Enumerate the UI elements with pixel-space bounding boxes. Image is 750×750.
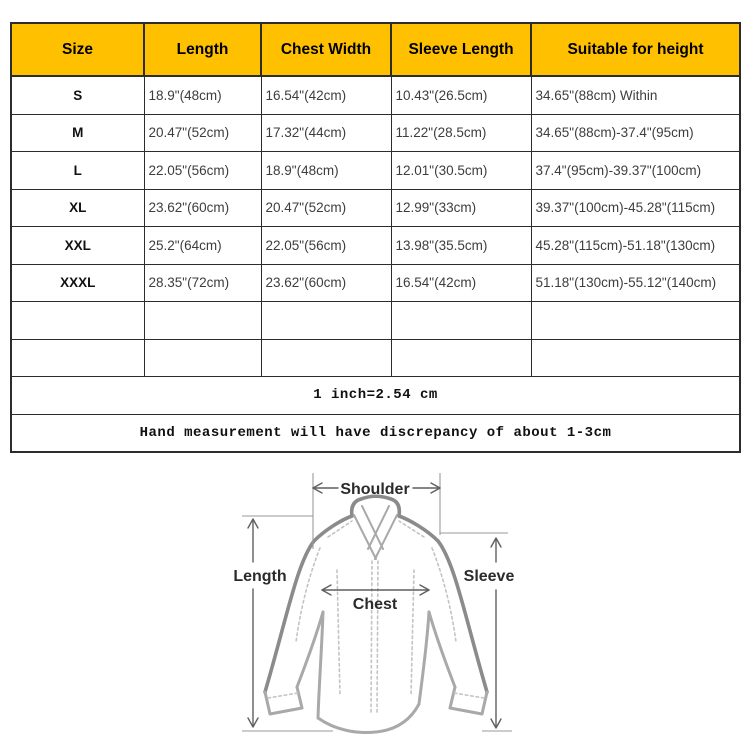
table-body: S 18.9"(48cm) 16.54"(42cm) 10.43"(26.5cm… (10, 75, 741, 453)
table-row-l: L 22.05"(56cm) 18.9"(48cm) 12.01"(30.5cm… (10, 151, 741, 190)
cell-height: 51.18"(130cm)-55.12"(140cm) (530, 263, 741, 302)
header-length: Length (143, 22, 262, 77)
header-chest-width: Chest Width (260, 22, 392, 77)
cell-length (143, 338, 262, 377)
cell-sleeve: 13.98"(35.5cm) (390, 226, 532, 265)
header-suitable-height: Suitable for height (530, 22, 741, 77)
shirt-measurement-diagram: Shoulder Length Chest Sleeve (233, 473, 515, 734)
shoulder-dimension-arrow: Shoulder (312, 473, 441, 549)
cell-length (143, 301, 262, 340)
table-row-s: S 18.9"(48cm) 16.54"(42cm) 10.43"(26.5cm… (10, 75, 741, 115)
chest-label: Chest (353, 596, 398, 613)
cell-size: L (10, 151, 145, 190)
cell-chest: 17.32"(44cm) (260, 113, 392, 152)
cell-height (530, 301, 741, 340)
table-row-xxxl: XXXL 28.35"(72cm) 23.62"(60cm) 16.54"(42… (10, 263, 741, 302)
cell-chest: 20.47"(52cm) (260, 188, 392, 227)
inch-conversion-note: 1 inch=2.54 cm (10, 376, 741, 415)
header-sleeve-length: Sleeve Length (390, 22, 532, 77)
header-row: Size Length Chest Width Sleeve Length Su… (10, 22, 741, 77)
cell-height: 34.65"(88cm) Within (530, 75, 741, 115)
cell-chest: 16.54"(42cm) (260, 75, 392, 115)
table-row-m: M 20.47"(52cm) 17.32"(44cm) 11.22"(28.5c… (10, 113, 741, 152)
header-size: Size (10, 22, 145, 77)
cell-sleeve: 10.43"(26.5cm) (390, 75, 532, 115)
cell-length: 18.9"(48cm) (143, 75, 262, 115)
cell-height: 37.4"(95cm)-39.37"(100cm) (530, 151, 741, 190)
chest-dimension-arrow: Chest (321, 584, 430, 613)
cell-sleeve: 11.22"(28.5cm) (390, 113, 532, 152)
cell-height: 45.28"(115cm)-51.18"(130cm) (530, 226, 741, 265)
cell-length: 23.62"(60cm) (143, 188, 262, 227)
table-row-xl: XL 23.62"(60cm) 20.47"(52cm) 12.99"(33cm… (10, 188, 741, 227)
cell-size: XXL (10, 226, 145, 265)
table-row-xxl: XXL 25.2"(64cm) 22.05"(56cm) 13.98"(35.5… (10, 226, 741, 265)
cell-size: M (10, 113, 145, 152)
table-row-empty (10, 301, 741, 340)
cell-chest: 18.9"(48cm) (260, 151, 392, 190)
cell-chest: 22.05"(56cm) (260, 226, 392, 265)
cell-chest (260, 301, 392, 340)
table-row-empty (10, 338, 741, 377)
cell-size: XL (10, 188, 145, 227)
note-row-hand: Hand measurement will have discrepancy o… (10, 413, 741, 453)
table-header: Size Length Chest Width Sleeve Length Su… (10, 22, 741, 77)
cell-chest: 23.62"(60cm) (260, 263, 392, 302)
size-chart-table: Size Length Chest Width Sleeve Length Su… (10, 22, 741, 453)
cell-size (10, 301, 145, 340)
note-row-inch: 1 inch=2.54 cm (10, 376, 741, 415)
length-dimension-arrow: Length (233, 515, 333, 732)
cell-size (10, 338, 145, 377)
cell-length: 20.47"(52cm) (143, 113, 262, 152)
cell-size: XXXL (10, 263, 145, 302)
cell-sleeve (390, 338, 532, 377)
cell-height (530, 338, 741, 377)
length-label: Length (233, 568, 286, 585)
cell-size: S (10, 75, 145, 115)
cell-sleeve: 16.54"(42cm) (390, 263, 532, 302)
hand-measurement-note: Hand measurement will have discrepancy o… (10, 413, 741, 453)
cell-sleeve: 12.01"(30.5cm) (390, 151, 532, 190)
cell-height: 39.37"(100cm)-45.28"(115cm) (530, 188, 741, 227)
cell-sleeve (390, 301, 532, 340)
cell-length: 25.2"(64cm) (143, 226, 262, 265)
cell-height: 34.65"(88cm)-37.4"(95cm) (530, 113, 741, 152)
sleeve-label: Sleeve (464, 568, 515, 585)
cell-sleeve: 12.99"(33cm) (390, 188, 532, 227)
shirt-drawing (263, 494, 489, 734)
shoulder-label: Shoulder (340, 481, 409, 498)
cell-length: 22.05"(56cm) (143, 151, 262, 190)
cell-chest (260, 338, 392, 377)
sleeve-dimension-arrow: Sleeve (440, 532, 515, 732)
cell-length: 28.35"(72cm) (143, 263, 262, 302)
